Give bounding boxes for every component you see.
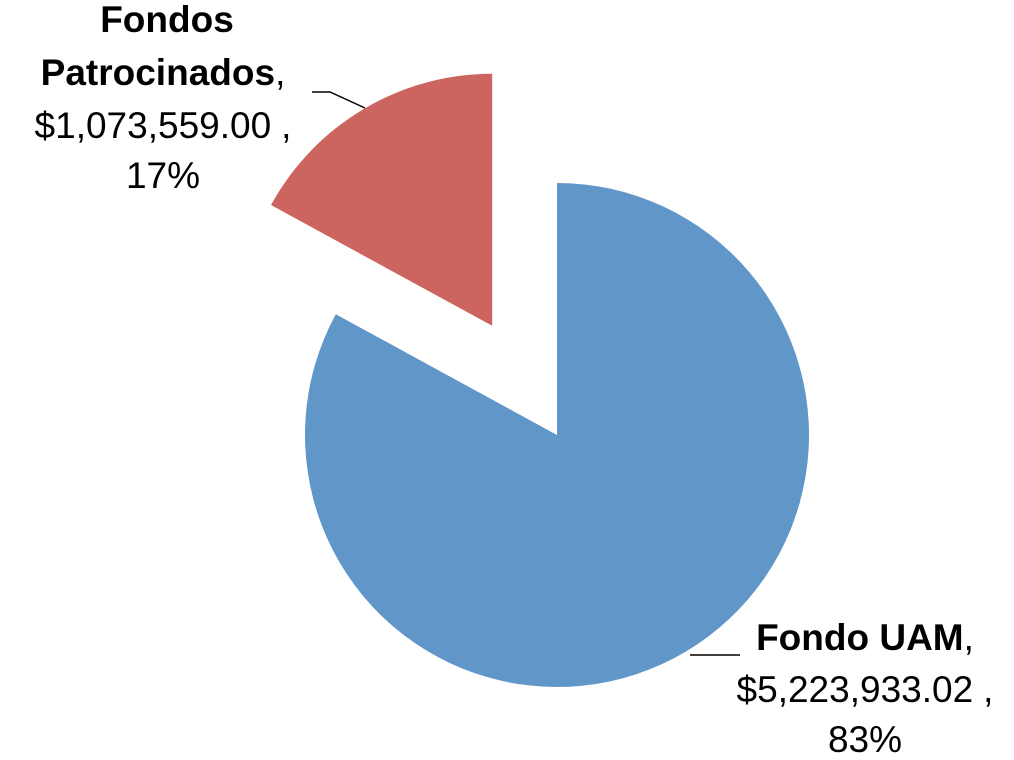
data-label: $5,223,933.02,: [737, 669, 994, 710]
percent-label: 17%: [126, 155, 200, 196]
value-label: $5,223,933.02: [737, 669, 974, 710]
category-name: Fondos: [100, 0, 234, 40]
data-label: Fondo UAM,: [756, 617, 974, 658]
value-label: $1,073,559.00: [35, 105, 272, 146]
separator: ,: [275, 52, 285, 93]
data-label: $1,073,559.00,: [35, 105, 292, 146]
separator: ,: [964, 617, 974, 658]
pie-slice: [270, 73, 493, 326]
separator: ,: [281, 105, 291, 146]
category-name: Patrocinados: [41, 52, 275, 93]
separator: ,: [983, 669, 993, 710]
category-name: Fondo UAM: [756, 617, 964, 658]
pie-slice: [305, 183, 810, 687]
data-label: Patrocinados,: [41, 52, 286, 93]
leader-line: [312, 91, 366, 109]
percent-label: 83%: [828, 719, 902, 760]
